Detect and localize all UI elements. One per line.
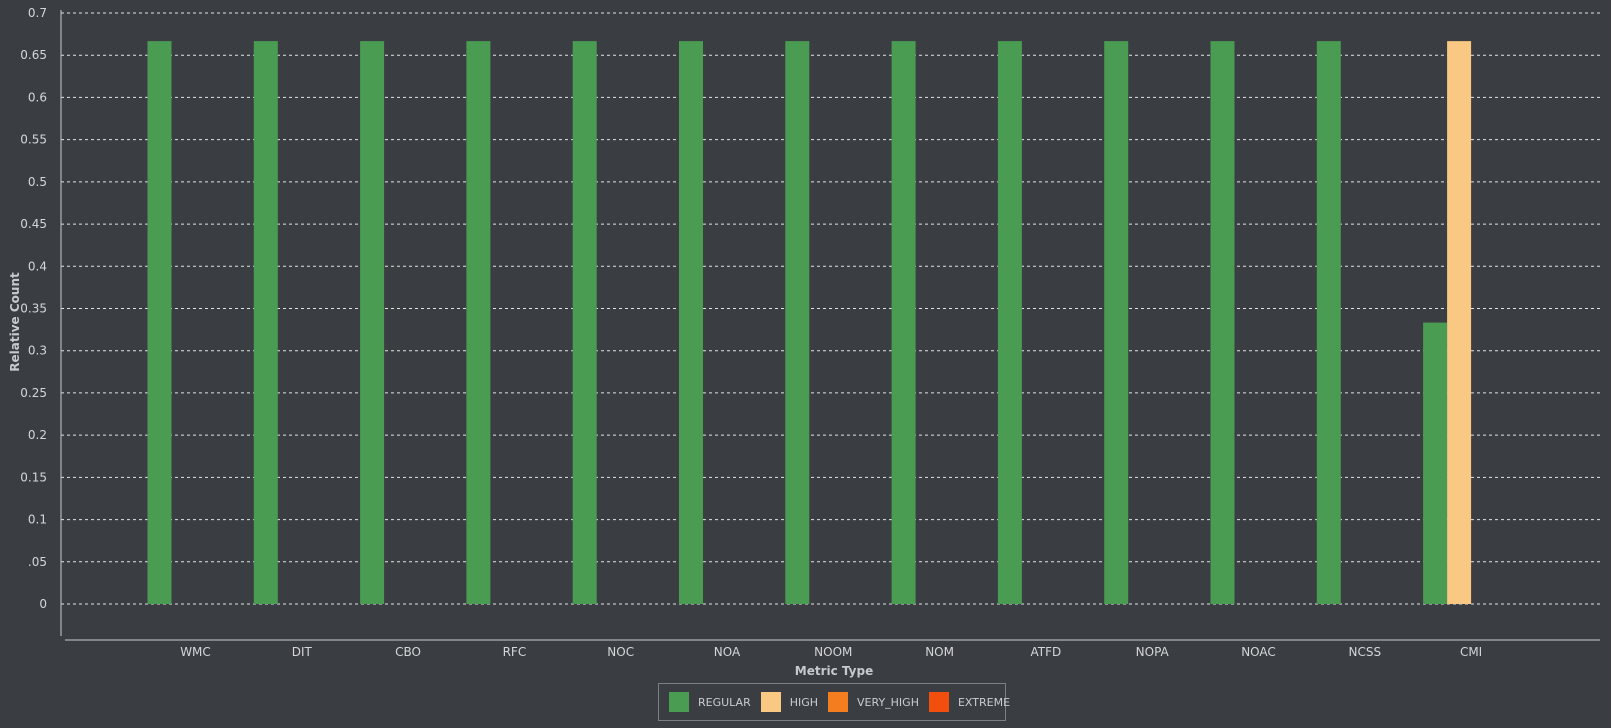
y-tick-label: 0.55 [20, 133, 47, 147]
bar-regular-cmi [1423, 323, 1447, 604]
y-tick-label: 0.2 [28, 428, 47, 442]
x-tick-label: NOOM [814, 645, 852, 659]
x-tick-label: CMI [1460, 645, 1482, 659]
bars [148, 41, 1472, 604]
x-tick-label: NOC [607, 645, 634, 659]
legend-swatch [828, 692, 848, 712]
y-tick-label: 0.25 [20, 386, 47, 400]
x-tick-label: WMC [180, 645, 211, 659]
x-tick-label: NOPA [1136, 645, 1170, 659]
legend-swatch [761, 692, 781, 712]
y-tick-labels: 0 .05 0.1 0.15 0.2 0.25 0.3 0.35 0.4 0.45 0.5 0.55 0… [20, 6, 47, 611]
legend-item-high: HIGH [761, 692, 818, 712]
y-tick-label: 0.3 [28, 344, 47, 358]
bar-chart: 0 .05 0.1 0.15 0.2 0.25 0.3 0.35 0.4 0.45 0.5 0.55 0… [0, 0, 1611, 680]
y-tick-label: 0.6 [28, 90, 47, 104]
legend-swatch [669, 692, 689, 712]
x-tick-label: CBO [395, 645, 421, 659]
legend-swatch [929, 692, 949, 712]
legend-item-very-high: VERY_HIGH [828, 692, 919, 712]
grid-lines [61, 13, 1600, 604]
y-tick-label: 0.1 [28, 513, 47, 527]
x-tick-label: RFC [503, 645, 527, 659]
y-tick-label: 0 [39, 597, 47, 611]
y-tick-label: 0.65 [20, 48, 47, 62]
legend-label: EXTREME [958, 696, 1010, 709]
bar-regular-noa [679, 41, 703, 604]
x-tick-label: DIT [292, 645, 313, 659]
bar-regular-cbo [360, 41, 384, 604]
bar-regular-wmc [148, 41, 172, 604]
legend-label: HIGH [790, 696, 818, 709]
bar-regular-dit [254, 41, 278, 604]
y-tick-label: 0.45 [20, 217, 47, 231]
bar-high-cmi [1447, 41, 1471, 604]
bar-regular-noom [785, 41, 809, 604]
bar-regular-noc [573, 41, 597, 604]
bar-regular-atfd [998, 41, 1022, 604]
legend-item-extreme: EXTREME [929, 692, 1010, 712]
x-tick-label: NOA [714, 645, 741, 659]
bar-regular-ncss [1317, 41, 1341, 604]
legend-label: REGULAR [698, 696, 751, 709]
legend-label: VERY_HIGH [857, 696, 919, 709]
x-tick-label: NCSS [1349, 645, 1382, 659]
axes [61, 10, 1600, 640]
y-tick-label: 0.7 [28, 6, 47, 20]
bar-regular-rfc [466, 41, 490, 604]
y-tick-label: 0.15 [20, 470, 47, 484]
bar-regular-nopa [1104, 41, 1128, 604]
x-axis-title: Metric Type [795, 664, 873, 678]
chart-legend: REGULAR HIGH VERY_HIGH EXTREME [658, 683, 1006, 721]
x-tick-label: NOAC [1241, 645, 1276, 659]
y-tick-label: 0.5 [28, 175, 47, 189]
x-tick-label: ATFD [1031, 645, 1062, 659]
x-tick-labels: WMC DIT CBO RFC NOC NOA NOOM NOM ATFD NOPA NOAC NCS… [180, 645, 1482, 659]
legend-item-regular: REGULAR [669, 692, 751, 712]
x-tick-label: NOM [925, 645, 954, 659]
y-tick-label: 0.35 [20, 302, 47, 316]
bar-regular-noac [1211, 41, 1235, 604]
bar-regular-nom [892, 41, 916, 604]
y-tick-label: .05 [28, 555, 47, 569]
y-tick-label: 0.4 [28, 259, 47, 273]
y-axis-title: Relative Count [8, 272, 22, 372]
